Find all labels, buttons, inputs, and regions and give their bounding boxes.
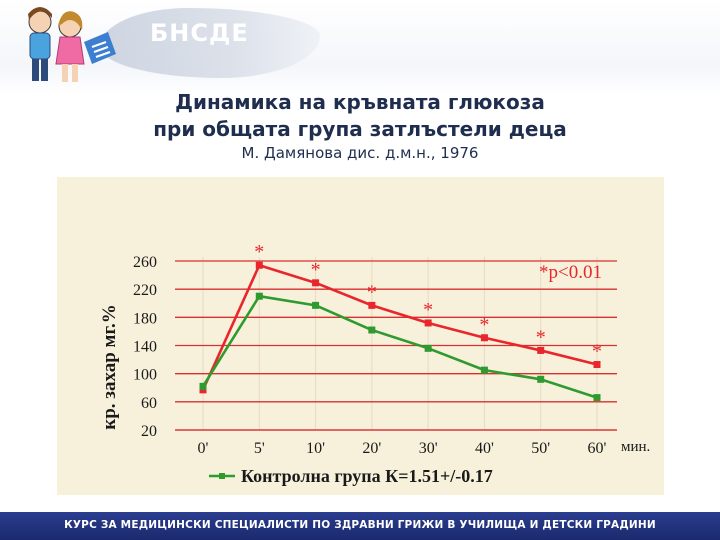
series-line-obese [201,263,598,391]
data-point-control [368,326,376,334]
significance-star: * [254,241,264,263]
data-point-obese [199,386,207,394]
header-band: БНСДЕ [0,0,720,95]
y-axis-label: кр. захар мг.% [99,304,120,429]
children-logo-icon [28,7,116,82]
brand-title: БНСДЕ [150,19,249,47]
data-point-control [537,375,545,383]
x-tick-label: 20' [362,440,381,457]
y-tick-label: 140 [133,339,157,356]
legend-marker-control [219,473,225,479]
y-tick-label: 20 [141,423,157,440]
y-tick-label: 100 [133,367,157,384]
legend-label-control: Контролна група К=1.51+/-0.17 [241,466,493,486]
data-point-obese [312,279,320,287]
data-point-control [480,366,488,374]
x-tick-label: 40' [475,440,494,457]
x-tick-label: 30' [419,440,438,457]
significance-star: * [311,259,321,281]
page-title-line-1: Динамика на кръвната глюкоза [175,90,545,114]
glucose-line-chart: кр. захар мг.% *p<0.01 мин. Контролна гр… [99,241,650,486]
data-point-obese [480,334,488,342]
significance-annotation: *p<0.01 [539,262,602,283]
x-axis-unit-label: мин. [621,439,650,455]
significance-star: * [423,299,433,321]
x-tick-label: 10' [306,440,325,457]
data-point-control [593,394,601,402]
y-tick-label: 60 [141,395,157,412]
data-point-control [424,344,432,352]
data-point-obese [424,319,432,327]
page-title-line-2: при общата група затлъстели деца [153,117,567,141]
map-background [100,8,320,78]
significance-star: * [367,281,377,303]
series-line-control [201,294,598,399]
y-tick-label: 220 [133,282,157,299]
significance-star: * [592,341,602,363]
page-subtitle: М. Дамянова дис. д.м.н., 1976 [241,144,479,162]
data-point-control [255,292,263,300]
data-point-obese [368,301,376,309]
x-tick-label: 50' [531,440,550,457]
chart-panel: кр. захар мг.% *p<0.01 мин. Контролна гр… [57,177,664,495]
footer-text: КУРС ЗА МЕДИЦИНСКИ СПЕЦИАЛИСТИ ПО ЗДРАВН… [64,519,656,531]
significance-star: * [536,326,546,348]
data-point-obese [255,261,263,269]
footer-bar: КУРС ЗА МЕДИЦИНСКИ СПЕЦИАЛИСТИ ПО ЗДРАВН… [0,512,720,540]
x-tick-label: 5' [254,440,265,457]
y-tick-label: 260 [133,254,157,271]
data-point-control [199,382,207,390]
x-tick-label: 0' [198,440,209,457]
data-point-obese [537,346,545,354]
data-point-obese [593,361,601,369]
significance-star: * [479,314,489,336]
data-point-control [312,301,320,309]
x-tick-label: 60' [588,440,607,457]
y-tick-label: 180 [133,310,157,327]
